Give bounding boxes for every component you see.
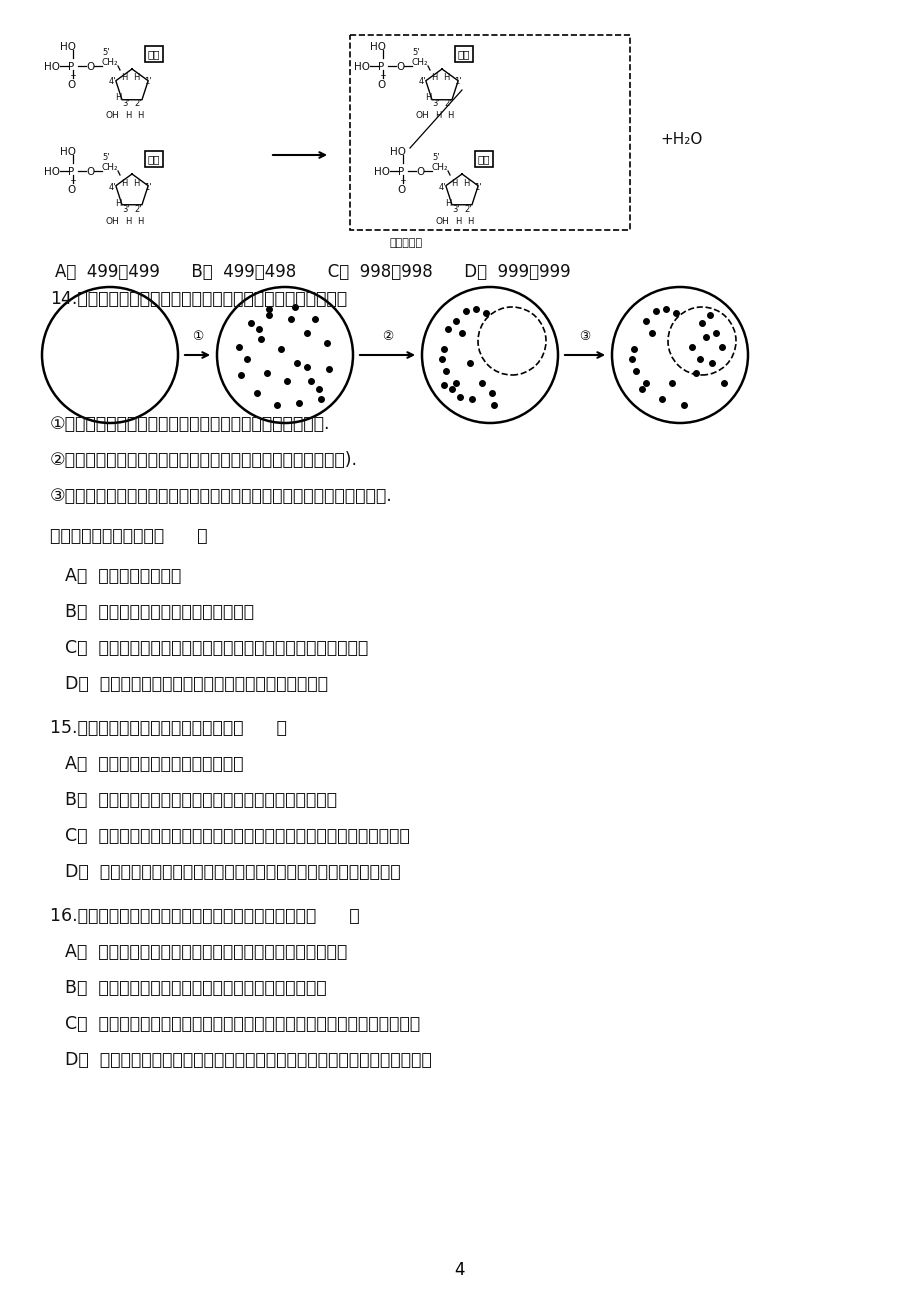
Text: 2': 2' (134, 99, 142, 108)
Text: HO: HO (390, 147, 405, 158)
Text: C．  根据荧光恢复的速率可推算出膜中蛋白质或脂质的流动速率: C． 根据荧光恢复的速率可推算出膜中蛋白质或脂质的流动速率 (65, 639, 368, 658)
Text: C．  在适宜条件下，大鼠脾脏细胞与兔造血干细胞的细胞膜能够发生融合: C． 在适宜条件下，大鼠脾脏细胞与兔造血干细胞的细胞膜能够发生融合 (65, 827, 409, 845)
Text: HO: HO (374, 167, 390, 177)
Text: H: H (132, 178, 139, 187)
Text: O: O (395, 62, 403, 72)
Text: HO: HO (44, 62, 60, 72)
Text: O: O (67, 185, 75, 195)
Text: H: H (462, 178, 469, 187)
Text: 3': 3' (452, 204, 460, 214)
Text: H: H (115, 198, 121, 207)
Text: A．  最初通过对现象的推理分析得出细胞膜是由脂质组成的: A． 最初通过对现象的推理分析得出细胞膜是由脂质组成的 (65, 943, 346, 961)
Text: 2': 2' (134, 204, 142, 214)
Text: 4: 4 (454, 1262, 465, 1279)
Text: CH₂: CH₂ (412, 59, 428, 66)
Text: CH₂: CH₂ (102, 163, 119, 172)
Text: 14.对某动物细胞进行荧光标记实验，如图所示，其基本过程：: 14.对某动物细胞进行荧光标记实验，如图所示，其基本过程： (50, 290, 346, 309)
Text: H: H (435, 112, 441, 121)
Text: H: H (120, 73, 127, 82)
Text: H: H (115, 94, 121, 103)
Text: D．  在胰岛素的合成和分泌过程中，具膜细胞器之间只有结构上的联系: D． 在胰岛素的合成和分泌过程中，具膜细胞器之间只有结构上的联系 (65, 863, 400, 881)
Text: ③: ③ (579, 329, 590, 342)
Text: +H₂O: +H₂O (659, 133, 701, 147)
Text: O: O (397, 185, 404, 195)
Text: 上述实验不能说明的是（      ）: 上述实验不能说明的是（ ） (50, 527, 208, 546)
Text: HO: HO (60, 147, 76, 158)
Text: ①用某种荧光染料标记该动物细胞，细胞表面出现荧光斑点.: ①用某种荧光染料标记该动物细胞，细胞表面出现荧光斑点. (50, 415, 330, 434)
Text: 碱基: 碱基 (148, 154, 160, 164)
Text: ③停止激光束照射一段时间后，该区域的荧光逐渐恢复，即又出现了斑点.: ③停止激光束照射一段时间后，该区域的荧光逐渐恢复，即又出现了斑点. (50, 487, 392, 505)
Text: A．  细胞膜具有流动性: A． 细胞膜具有流动性 (65, 566, 181, 585)
Text: OH: OH (435, 216, 448, 225)
Text: CH₂: CH₂ (432, 163, 448, 172)
Text: HO: HO (369, 42, 386, 52)
Text: OH: OH (105, 112, 119, 121)
Text: H: H (442, 73, 448, 82)
Text: ②: ② (381, 329, 392, 342)
Text: H: H (454, 216, 460, 225)
Text: 5': 5' (412, 48, 419, 57)
Text: B．  罗伯特森的三层结构模型认为生物膜为静态的结构: B． 罗伯特森的三层结构模型认为生物膜为静态的结构 (65, 979, 326, 997)
Text: 1': 1' (454, 78, 461, 86)
Text: H: H (430, 73, 437, 82)
Text: 5': 5' (102, 48, 109, 57)
Text: H: H (125, 112, 131, 121)
Text: H: H (447, 112, 453, 121)
Text: O: O (85, 62, 94, 72)
Text: H: H (120, 178, 127, 187)
Text: ②用激光束照射该细胞表面的某一区域，该区域荧光淬灭（消失).: ②用激光束照射该细胞表面的某一区域，该区域荧光淬灭（消失). (50, 450, 357, 469)
Text: O: O (85, 167, 94, 177)
Text: H: H (132, 73, 139, 82)
Text: 4': 4' (418, 78, 425, 86)
Text: H: H (125, 216, 131, 225)
Text: 1': 1' (144, 182, 152, 191)
Text: 3': 3' (432, 99, 439, 108)
Text: H: H (450, 178, 457, 187)
Text: 碱基: 碱基 (477, 154, 490, 164)
Text: H: H (137, 216, 143, 225)
Text: D．  三层结构模型和流动镶嵌模型都认为蛋白质分子在膜中的分布是不均匀的: D． 三层结构模型和流动镶嵌模型都认为蛋白质分子在膜中的分布是不均匀的 (65, 1051, 431, 1069)
Text: 3': 3' (122, 99, 130, 108)
Text: 5': 5' (102, 154, 109, 161)
Text: O: O (67, 79, 75, 90)
Text: P: P (68, 62, 74, 72)
Text: OH: OH (105, 216, 119, 225)
Text: 4': 4' (437, 182, 446, 191)
Text: 3': 3' (122, 204, 130, 214)
Text: CH₂: CH₂ (102, 59, 119, 66)
Text: H: H (444, 198, 450, 207)
Text: 碱基: 碱基 (148, 49, 160, 59)
Text: HO: HO (60, 42, 76, 52)
Text: H: H (137, 112, 143, 121)
Text: O: O (377, 79, 385, 90)
Text: P: P (378, 62, 384, 72)
Text: 4': 4' (108, 182, 116, 191)
Text: C．  流动镶嵌模型认为构成生物膜的磷脂分子和大多数蛋白质分子可以运动: C． 流动镶嵌模型认为构成生物膜的磷脂分子和大多数蛋白质分子可以运动 (65, 1016, 420, 1032)
Text: 1': 1' (144, 78, 152, 86)
Text: 2': 2' (444, 99, 451, 108)
Text: 15.下列有关生物膜的叙述，正确的是（      ）: 15.下列有关生物膜的叙述，正确的是（ ） (50, 719, 287, 737)
Text: HO: HO (44, 167, 60, 177)
Text: B．  用蛋白酶处理生物膜会改变其组成，不改变其通透性: B． 用蛋白酶处理生物膜会改变其组成，不改变其通透性 (65, 792, 336, 809)
Text: 碱基: 碱基 (458, 49, 470, 59)
Text: OH: OH (414, 112, 428, 121)
Text: HO: HO (354, 62, 369, 72)
Text: B．  荧光染料能与细胞膜组成成分结合: B． 荧光染料能与细胞膜组成成分结合 (65, 603, 254, 621)
Text: 1': 1' (473, 182, 482, 191)
Text: P: P (398, 167, 403, 177)
Text: ①: ① (192, 329, 203, 342)
Text: 16.下列关于生物膜结构探索历程的说法，不正确的是（      ）: 16.下列关于生物膜结构探索历程的说法，不正确的是（ ） (50, 907, 359, 924)
Text: 2': 2' (464, 204, 471, 214)
Text: H: H (466, 216, 472, 225)
Text: 磷酸二酯键: 磷酸二酯键 (390, 238, 423, 247)
Text: 5': 5' (432, 154, 439, 161)
Text: D．  根据荧光恢复的速率可推算出物质跨膜运输的速率: D． 根据荧光恢复的速率可推算出物质跨膜运输的速率 (65, 674, 328, 693)
Text: H: H (425, 94, 431, 103)
Text: A．  499、499      B．  499、498      C．  998、998      D．  999、999: A． 499、499 B． 499、498 C． 998、998 D． 999、… (55, 263, 570, 281)
Text: P: P (68, 167, 74, 177)
Text: 4': 4' (108, 78, 116, 86)
Text: O: O (415, 167, 424, 177)
Text: A．  生物膜主要由脂肪和蛋白质组成: A． 生物膜主要由脂肪和蛋白质组成 (65, 755, 244, 773)
